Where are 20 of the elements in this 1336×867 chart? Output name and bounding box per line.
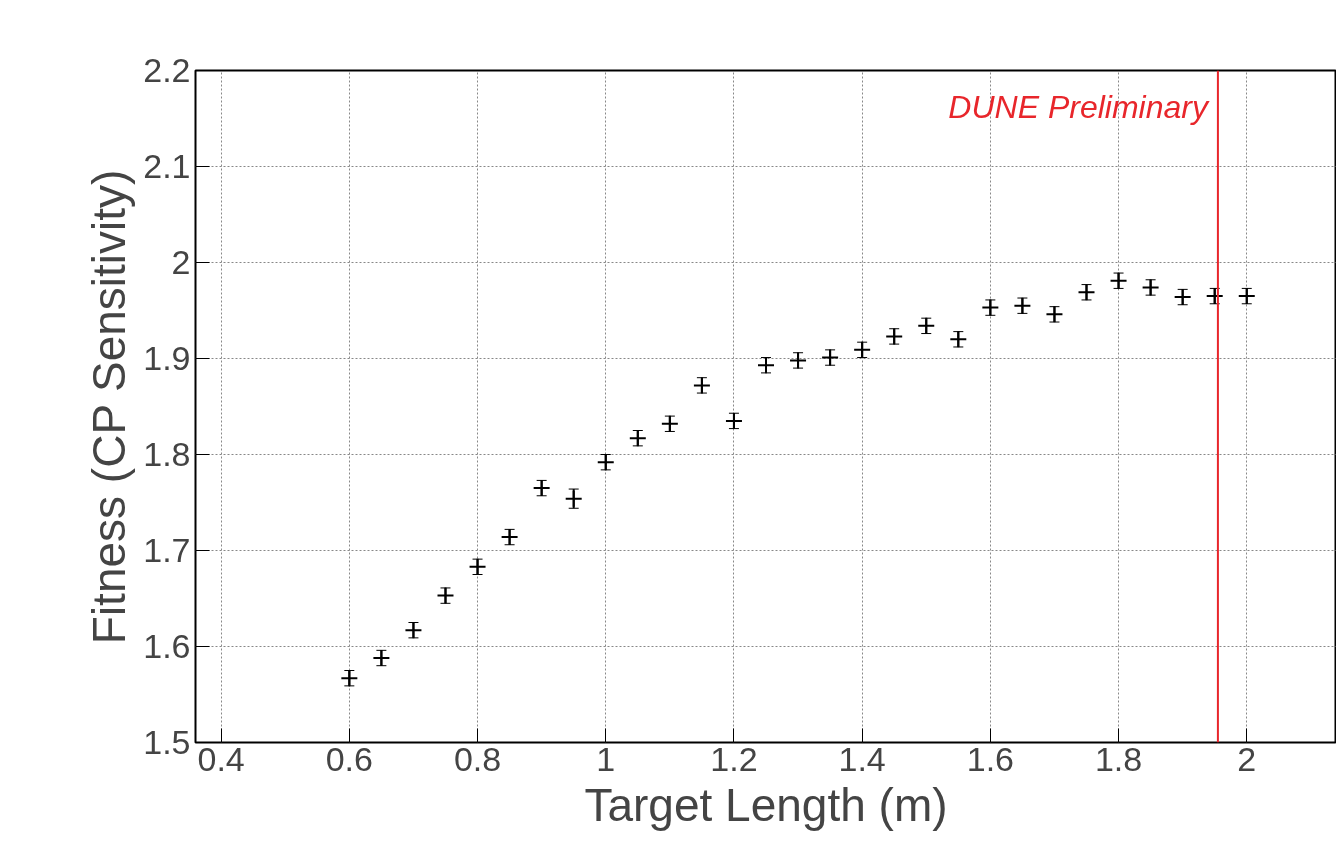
y-tick-label: 1.7 (143, 531, 191, 569)
x-axis-title: Target Length (m) (584, 778, 948, 831)
x-tick-label: 1.2 (710, 739, 758, 778)
y-tick-label: 2.1 (143, 147, 191, 185)
x-tick-label: 2 (1237, 739, 1257, 778)
y-tick-label: 1.9 (143, 339, 191, 377)
annotation: DUNE Preliminary (948, 88, 1210, 125)
x-tick-label: 1.8 (1094, 739, 1143, 778)
y-tick-label: 1.5 (143, 723, 191, 761)
y-tick-label: 1.8 (143, 435, 191, 473)
x-tick-label: 1.4 (838, 739, 886, 778)
y-tick-label: 2.2 (143, 51, 191, 89)
x-tick-label: 0.6 (325, 739, 373, 778)
y-tick-label: 2 (171, 243, 191, 281)
x-tick-label: 1 (596, 739, 616, 778)
y-tick-label: 1.6 (143, 627, 191, 665)
y-axis-title: Fitness (CP Sensitivity) (83, 169, 136, 645)
x-tick-label: 0.8 (453, 739, 502, 778)
x-tick-label: 0.4 (197, 739, 245, 778)
x-tick-label: 1.6 (966, 739, 1014, 778)
